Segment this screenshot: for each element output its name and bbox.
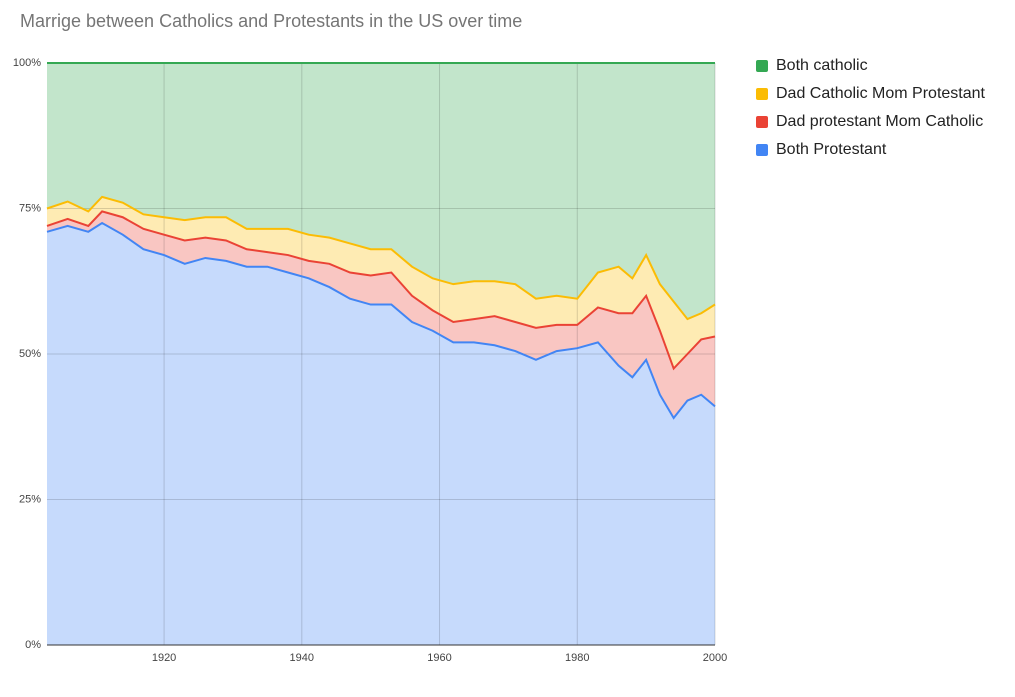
- area-line: [46, 195, 716, 321]
- legend-label: Dad Catholic Mom Protestant: [776, 85, 986, 102]
- y-tick-label: 25%: [19, 493, 41, 505]
- legend-label: Dad protestant Mom Catholic: [776, 113, 983, 130]
- area: [47, 223, 715, 646]
- y-tick-label: 75%: [19, 202, 41, 214]
- y-tick-label: 100%: [13, 57, 41, 69]
- chart-title: Marrige between Catholics and Protestant…: [20, 11, 522, 31]
- legend-swatch: [756, 60, 768, 72]
- legend-swatch: [756, 144, 768, 156]
- y-tick-label: 50%: [19, 348, 41, 360]
- legend-swatch: [756, 116, 768, 128]
- x-tick-label: 1960: [427, 652, 451, 664]
- x-tick-label: 1940: [290, 652, 314, 664]
- area-line: [46, 210, 716, 371]
- legend-label: Both Protestant: [776, 141, 887, 158]
- legend-label: Both catholic: [776, 57, 868, 74]
- x-tick-label: 1920: [152, 652, 176, 664]
- x-tick-label: 2000: [703, 652, 727, 664]
- area-line: [46, 221, 716, 420]
- x-tick-label: 1980: [565, 652, 589, 664]
- area: [47, 63, 715, 320]
- y-tick-label: 0%: [25, 639, 41, 651]
- legend-swatch: [756, 88, 768, 100]
